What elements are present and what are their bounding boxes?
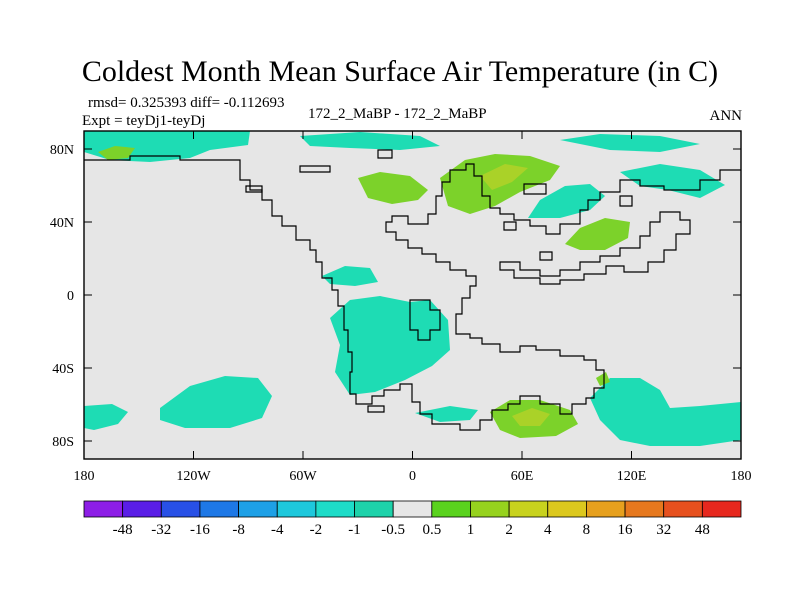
colorbar-swatch bbox=[315, 500, 355, 518]
lon-label: 60E bbox=[511, 469, 534, 484]
colorbar-label: 1 bbox=[467, 522, 475, 538]
anomaly-patch-arctic-atlantic bbox=[300, 132, 440, 150]
lat-label: 0 bbox=[67, 289, 74, 304]
anomaly-patch-kerguelen bbox=[596, 372, 610, 386]
coastline-small-island-f bbox=[503, 221, 517, 231]
coastline-small-island-e bbox=[367, 405, 385, 413]
colorbar-label: 0.5 bbox=[422, 522, 441, 538]
anomaly-patch-east-asia bbox=[565, 218, 630, 250]
colorbar: -48 -32 -16 -8 -4 -2 -1 -0.5 0.5 1 2 4 8 16 32 48 bbox=[83, 500, 742, 538]
colorbar-swatch bbox=[160, 500, 201, 518]
anomaly-patch-south-pacific bbox=[160, 376, 272, 428]
colorbar-swatch bbox=[586, 500, 626, 518]
colorbar-swatch bbox=[392, 500, 433, 518]
axis-ticks bbox=[83, 131, 742, 459]
colorbar-label: -48 bbox=[113, 522, 133, 538]
anomaly-patch-southern-ocean-west bbox=[84, 404, 128, 430]
anomaly-patch-siberia-core bbox=[480, 164, 528, 190]
lat-label: 80N bbox=[50, 143, 74, 158]
coastline-east-landmass bbox=[523, 183, 547, 195]
lat-label: 40N bbox=[50, 216, 74, 231]
lon-label: 120E bbox=[617, 469, 647, 484]
comparison-label: 172_2_MaBP - 172_2_MaBP bbox=[308, 106, 487, 122]
colorbar-swatch bbox=[547, 500, 587, 518]
lon-label: 60W bbox=[289, 469, 317, 484]
colorbar-label: -0.5 bbox=[381, 522, 405, 538]
lat-label: 40S bbox=[52, 362, 74, 377]
experiment-label: Expt = teyDj1-teyDj bbox=[82, 113, 206, 129]
coastline-small-island-a bbox=[539, 251, 553, 261]
colorbar-swatch bbox=[238, 500, 278, 518]
lon-label: 120W bbox=[176, 469, 211, 484]
colorbar-swatch bbox=[431, 500, 471, 518]
colorbar-label: 4 bbox=[544, 522, 552, 538]
anomaly-patch-greenland bbox=[98, 146, 135, 160]
longitude-labels: 180 120W 60W 0 60E 120E 180 bbox=[74, 469, 752, 484]
colorbar-label: 2 bbox=[505, 522, 513, 538]
lon-label: 180 bbox=[731, 469, 752, 484]
coastlines bbox=[84, 149, 741, 431]
colorbar-label: 32 bbox=[656, 522, 671, 538]
anomaly-patch-southern-ocean-east bbox=[590, 378, 741, 446]
anomaly-patch-south-indian-core bbox=[512, 408, 550, 426]
colorbar-swatch bbox=[470, 500, 510, 518]
colorbar-label: -4 bbox=[271, 522, 284, 538]
plot-title: Coldest Month Mean Surface Air Temperatu… bbox=[81, 55, 719, 88]
lat-label: 80S bbox=[52, 435, 74, 450]
anomaly-patch-west-africa bbox=[322, 266, 378, 286]
colorbar-swatch bbox=[276, 500, 317, 518]
colorbar-swatch bbox=[83, 500, 124, 518]
anomaly-fields bbox=[84, 131, 741, 446]
colorbar-label: -32 bbox=[151, 522, 171, 538]
colorbar-label: 8 bbox=[583, 522, 591, 538]
coastline-small-island-d bbox=[245, 185, 263, 193]
colorbar-label: -16 bbox=[190, 522, 210, 538]
colorbar-swatch bbox=[354, 500, 394, 518]
colorbar-swatch bbox=[663, 500, 703, 518]
coastline-small-island-b bbox=[377, 149, 393, 159]
coastline-pangea bbox=[239, 163, 741, 431]
colorbar-swatch bbox=[508, 500, 549, 518]
coastline-tethys-margin bbox=[499, 211, 691, 285]
colorbar-label: 16 bbox=[618, 522, 634, 538]
season-label: ANN bbox=[709, 108, 743, 124]
anomaly-patch-antarctic-coast bbox=[415, 406, 478, 422]
colorbar-label: -8 bbox=[232, 522, 245, 538]
coastline-small-island-c bbox=[299, 165, 331, 173]
lon-label: 0 bbox=[409, 469, 416, 484]
colorbar-swatch bbox=[624, 500, 665, 518]
coastline-arctic-rim bbox=[84, 155, 241, 166]
coastline-east-island bbox=[619, 195, 633, 207]
coastline-south-block bbox=[409, 299, 441, 341]
colorbar-swatch bbox=[122, 500, 162, 518]
rmsd-diff-label: rmsd= 0.325393 diff= -0.112693 bbox=[88, 95, 285, 111]
anomaly-patch-south-atlantic bbox=[330, 296, 450, 395]
anomaly-patch-scandinavia bbox=[358, 172, 428, 204]
colorbar-label: 48 bbox=[695, 522, 710, 538]
colorbar-swatch bbox=[701, 500, 742, 518]
latitude-labels: 80N 40N 0 40S 80S bbox=[50, 143, 74, 450]
anomaly-patch-arctic-east bbox=[560, 134, 700, 152]
colorbar-label: -2 bbox=[310, 522, 323, 538]
lon-label: 180 bbox=[74, 469, 95, 484]
colorbar-label: -1 bbox=[348, 522, 361, 538]
colorbar-swatch bbox=[199, 500, 239, 518]
